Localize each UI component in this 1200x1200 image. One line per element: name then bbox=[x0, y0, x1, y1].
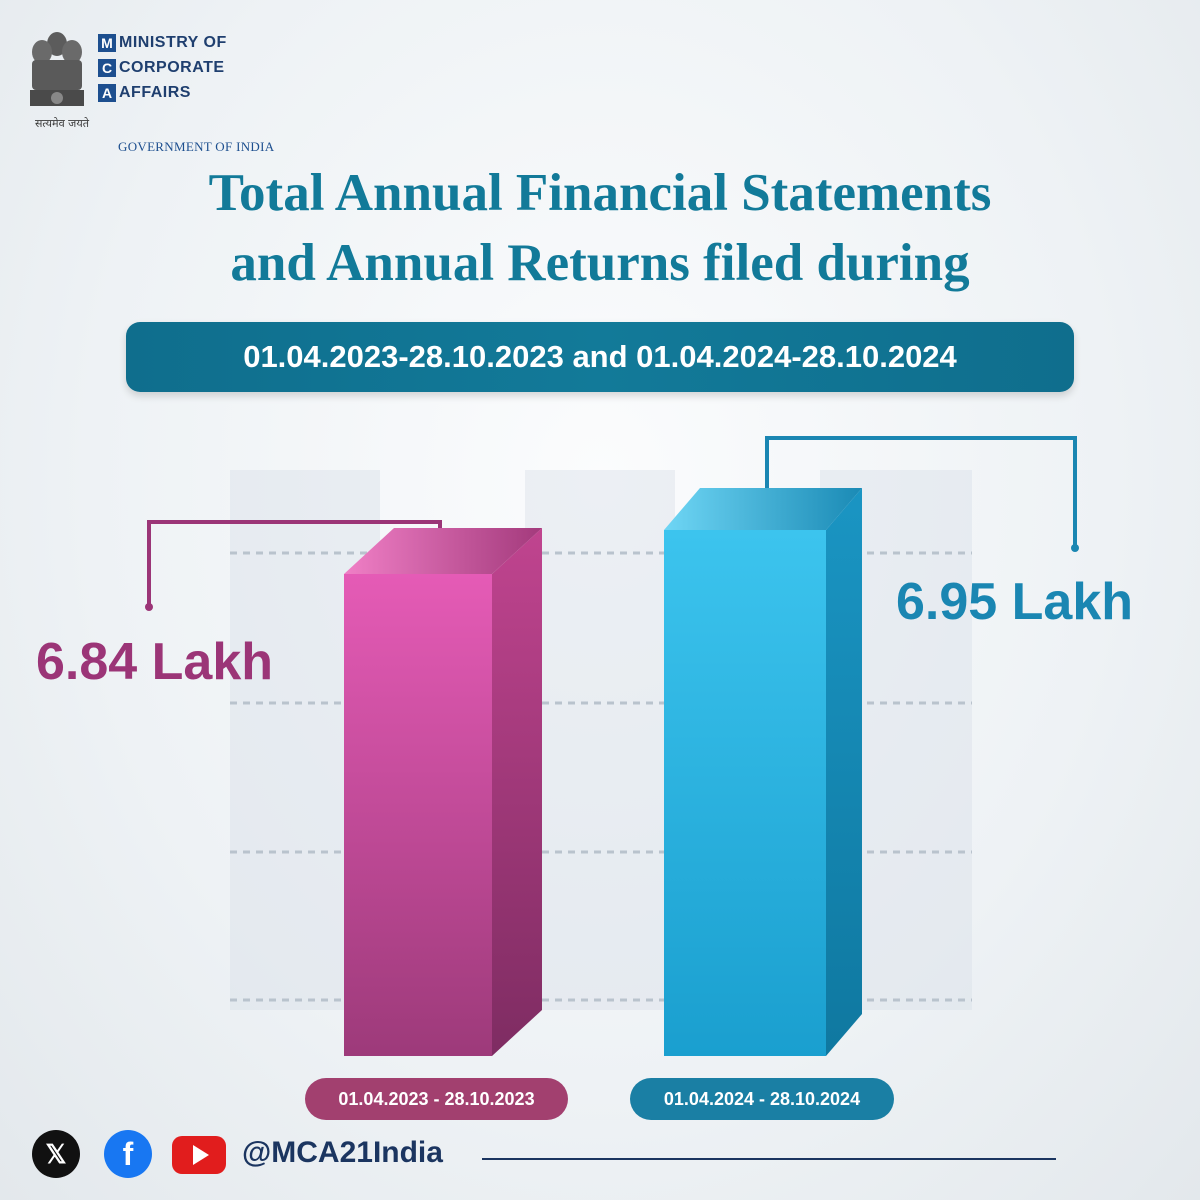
footer-divider bbox=[482, 1158, 1056, 1160]
mca-word-corporate: CORPORATE bbox=[119, 58, 225, 76]
bar-1 bbox=[344, 574, 492, 1056]
national-emblem-icon bbox=[30, 32, 84, 106]
bar-top-2 bbox=[664, 488, 862, 530]
connector-dot-2023 bbox=[145, 603, 153, 611]
value-label-2024: 6.95 Lakh bbox=[896, 573, 1134, 631]
title-line-1: Total Annual Financial Statements bbox=[208, 164, 992, 222]
connector-2023 bbox=[147, 520, 442, 607]
bar-side-2 bbox=[826, 488, 862, 1056]
connector-2024 bbox=[765, 436, 1077, 548]
category-label-2023: 01.04.2023 - 28.10.2023 bbox=[305, 1078, 568, 1120]
mca-word-affairs: AFFAIRS bbox=[119, 83, 191, 101]
government-of-india-label: GOVERNMENT OF INDIA bbox=[118, 139, 275, 154]
mca-letter-c: C bbox=[98, 58, 116, 77]
date-range-banner: 01.04.2023-28.10.2023 and 01.04.2024-28.… bbox=[126, 322, 1074, 392]
bar-2 bbox=[664, 530, 826, 1056]
ministry-header: सत्यमेव जयते M MINISTRY OF C CORPORATE A… bbox=[22, 24, 282, 154]
page-title: Total Annual Financial Statements and An… bbox=[0, 158, 1200, 298]
bar-top-1 bbox=[344, 528, 542, 574]
emblem-motto: सत्यमेव जयते bbox=[34, 117, 89, 130]
youtube-icon[interactable] bbox=[172, 1136, 226, 1174]
category-label-2024: 01.04.2024 - 28.10.2024 bbox=[630, 1078, 894, 1120]
connector-dot-2024 bbox=[1071, 544, 1079, 552]
x-icon[interactable]: 𝕏 bbox=[32, 1130, 80, 1178]
title-line-2: and Annual Returns filed during bbox=[230, 234, 970, 292]
social-handle[interactable]: @MCA21India bbox=[242, 1136, 443, 1169]
mca-logo: M MINISTRY OF C CORPORATE A AFFAIRS bbox=[98, 30, 227, 105]
social-footer: 𝕏 f @MCA21India bbox=[32, 1130, 1162, 1186]
facebook-icon[interactable]: f bbox=[104, 1130, 152, 1178]
value-label-2023: 6.84 Lakh bbox=[36, 633, 274, 691]
bar-side-1 bbox=[492, 528, 542, 1056]
mca-letter-a: A bbox=[98, 83, 116, 102]
background-column-2 bbox=[525, 470, 675, 1010]
mca-letter-m: M bbox=[98, 33, 116, 52]
mca-word-ministry: MINISTRY OF bbox=[119, 33, 227, 51]
